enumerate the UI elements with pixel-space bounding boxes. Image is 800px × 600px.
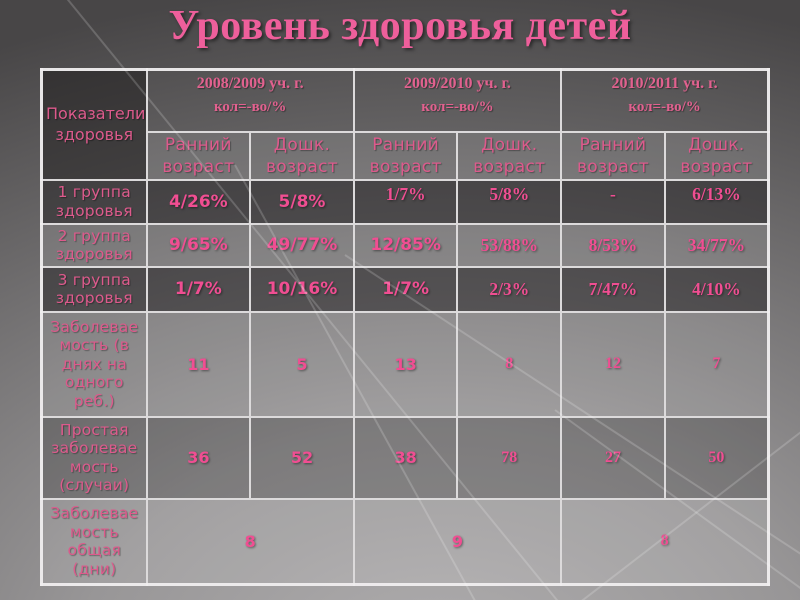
age-header-preschool: Дошк. возраст xyxy=(456,130,563,181)
value-cell: 8/53% xyxy=(560,222,666,268)
health-table: Показатели здоровья 2008/2009 уч. г. кол… xyxy=(40,68,770,587)
value-cell: 5/8% xyxy=(456,178,563,225)
row-label: 1 группа здоровья xyxy=(40,178,148,225)
value-cell: 27 xyxy=(560,415,666,500)
year-header-2010-2011: 2010/2011 уч. г. кол=-во/% xyxy=(560,68,770,133)
value-cell: 49/77% xyxy=(249,222,355,268)
table-row-group2: 2 группа здоровья 9/65% 49/77% 12/85% 53… xyxy=(40,222,770,268)
age-header-early: Ранний возраст xyxy=(145,130,252,181)
year-sublabel: кол=-во/% xyxy=(628,99,701,115)
row-label: 3 группа здоровья xyxy=(40,265,148,313)
value-cell: 38 xyxy=(352,415,459,500)
table-row-group1: 1 группа здоровья 4/26% 5/8% 1/7% 5/8% -… xyxy=(40,178,770,225)
value-cell: 5/8% xyxy=(249,178,355,225)
year-sublabel: кол=-во/% xyxy=(421,99,494,115)
value-cell: 78 xyxy=(456,415,563,500)
value-cell: 10/16% xyxy=(249,265,355,313)
value-cell: 34/77% xyxy=(663,222,770,268)
value-cell: 53/88% xyxy=(456,222,563,268)
value-cell: 2/3% xyxy=(456,265,563,313)
age-header-preschool: Дошк. возраст xyxy=(249,130,355,181)
table-row-total-morbidity: Заболеваемость общая (дни) 8 9 8 xyxy=(40,497,770,586)
value-cell: 36 xyxy=(145,415,252,500)
value-cell: 8 xyxy=(456,310,563,418)
age-header-early: Ранний возраст xyxy=(352,130,459,181)
table-row-group3: 3 группа здоровья 1/7% 10/16% 1/7% 2/3% … xyxy=(40,265,770,313)
row-label: 2 группа здоровья xyxy=(40,222,148,268)
value-cell: 52 xyxy=(249,415,355,500)
age-header-early: Ранний возраст xyxy=(560,130,666,181)
merged-value-cell: 8 xyxy=(145,497,355,586)
value-cell: 5 xyxy=(249,310,355,418)
value-cell: - xyxy=(560,178,666,225)
year-label: 2010/2011 уч. г. xyxy=(611,75,718,92)
row-label: Заболеваемость общая (дни) xyxy=(40,497,148,586)
value-cell: 12/85% xyxy=(352,222,459,268)
value-cell: 7 xyxy=(663,310,770,418)
value-cell: 4/26% xyxy=(145,178,252,225)
year-header-2008-2009: 2008/2009 уч. г. кол=-во/% xyxy=(145,68,355,133)
table-row-simple-morbidity: Простая заболеваемость (случаи) 36 52 38… xyxy=(40,415,770,500)
year-label: 2008/2009 уч. г. xyxy=(196,75,304,92)
merged-value-cell: 9 xyxy=(352,497,563,586)
row-label: Простая заболеваемость (случаи) xyxy=(40,415,148,500)
value-cell: 1/7% xyxy=(352,178,459,225)
row-label: Заболеваемость (в днях на одного реб.) xyxy=(40,310,148,418)
age-header-preschool: Дошк. возраст xyxy=(663,130,770,181)
year-label: 2009/2010 уч. г. xyxy=(404,75,511,92)
year-header-2009-2010: 2009/2010 уч. г. кол=-во/% xyxy=(352,68,563,133)
year-sublabel: кол=-во/% xyxy=(213,99,287,115)
merged-value-cell: 8 xyxy=(560,497,770,586)
value-cell: 7/47% xyxy=(560,265,666,313)
value-cell: 1/7% xyxy=(352,265,459,313)
year-header-row: Показатели здоровья 2008/2009 уч. г. кол… xyxy=(40,68,770,181)
corner-header: Показатели здоровья xyxy=(40,68,148,181)
table-row-morbidity-days: Заболеваемость (в днях на одного реб.) 1… xyxy=(40,310,770,418)
age-header-row: Ранний возраст Дошк. возраст Ранний возр… xyxy=(42,130,770,181)
value-cell: 4/10% xyxy=(663,265,770,313)
value-cell: 1/7% xyxy=(145,265,252,313)
value-cell: 11 xyxy=(145,310,252,418)
value-cell: 12 xyxy=(560,310,666,418)
value-cell: 50 xyxy=(663,415,770,500)
value-cell: 9/65% xyxy=(145,222,252,268)
slide-title: Уровень здоровья детей xyxy=(168,3,632,49)
value-cell: 13 xyxy=(352,310,459,418)
value-cell: 6/13% xyxy=(663,178,770,225)
